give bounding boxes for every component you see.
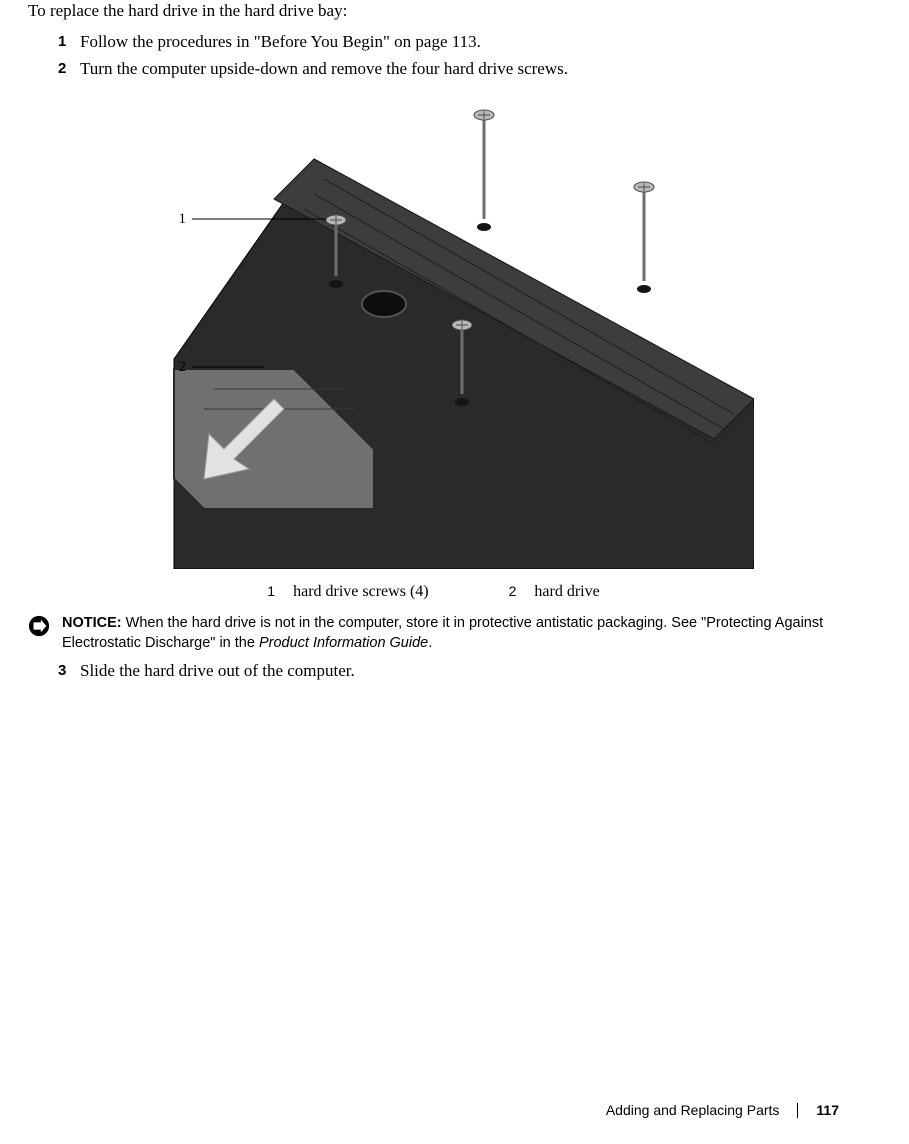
callout-1: 1 [179,209,187,229]
notice-label: NOTICE: [62,615,122,631]
step-3: 3 Slide the hard drive out of the comput… [58,660,839,683]
step-number: 1 [58,31,80,54]
legend-text: hard drive screws (4) [293,581,429,603]
notice-body-2: . [428,635,432,651]
notice-text: NOTICE: When the hard drive is not in th… [62,614,839,653]
legend-text: hard drive [534,581,599,603]
page-footer: Adding and Replacing Parts 117 [606,1101,839,1120]
step-text: Slide the hard drive out of the computer… [80,660,839,683]
legend-number: 2 [509,582,517,601]
page: To replace the hard drive in the hard dr… [0,0,909,1144]
screw-icon [634,182,654,293]
notice-italic: Product Information Guide [259,635,428,651]
figure-legend: 1 hard drive screws (4) 2 hard drive [28,581,839,603]
figure: 1 2 [114,99,754,569]
release-button [362,291,406,317]
notice-body-1: When the hard drive is not in the comput… [62,615,823,651]
step-1: 1 Follow the procedures in "Before You B… [58,31,839,54]
figure-svg [114,99,754,569]
screw-icon [474,110,494,231]
step-text: Turn the computer upside-down and remove… [80,58,839,81]
legend-item: 2 hard drive [509,581,600,603]
arrow-circle-icon [28,615,50,637]
section-title: Adding and Replacing Parts [606,1101,780,1120]
callout-2: 2 [179,357,187,377]
steps-list-cont: 3 Slide the hard drive out of the comput… [58,660,839,683]
notice-icon [28,614,62,653]
footer-divider [797,1103,798,1118]
step-number: 2 [58,58,80,81]
steps-list: 1 Follow the procedures in "Before You B… [58,31,839,81]
step-number: 3 [58,660,80,683]
legend-number: 1 [267,582,275,601]
notice-block: NOTICE: When the hard drive is not in th… [28,614,839,653]
intro-text: To replace the hard drive in the hard dr… [28,0,839,23]
step-2: 2 Turn the computer upside-down and remo… [58,58,839,81]
legend-item: 1 hard drive screws (4) [267,581,428,603]
step-text: Follow the procedures in "Before You Beg… [80,31,839,54]
page-number: 117 [816,1101,839,1120]
